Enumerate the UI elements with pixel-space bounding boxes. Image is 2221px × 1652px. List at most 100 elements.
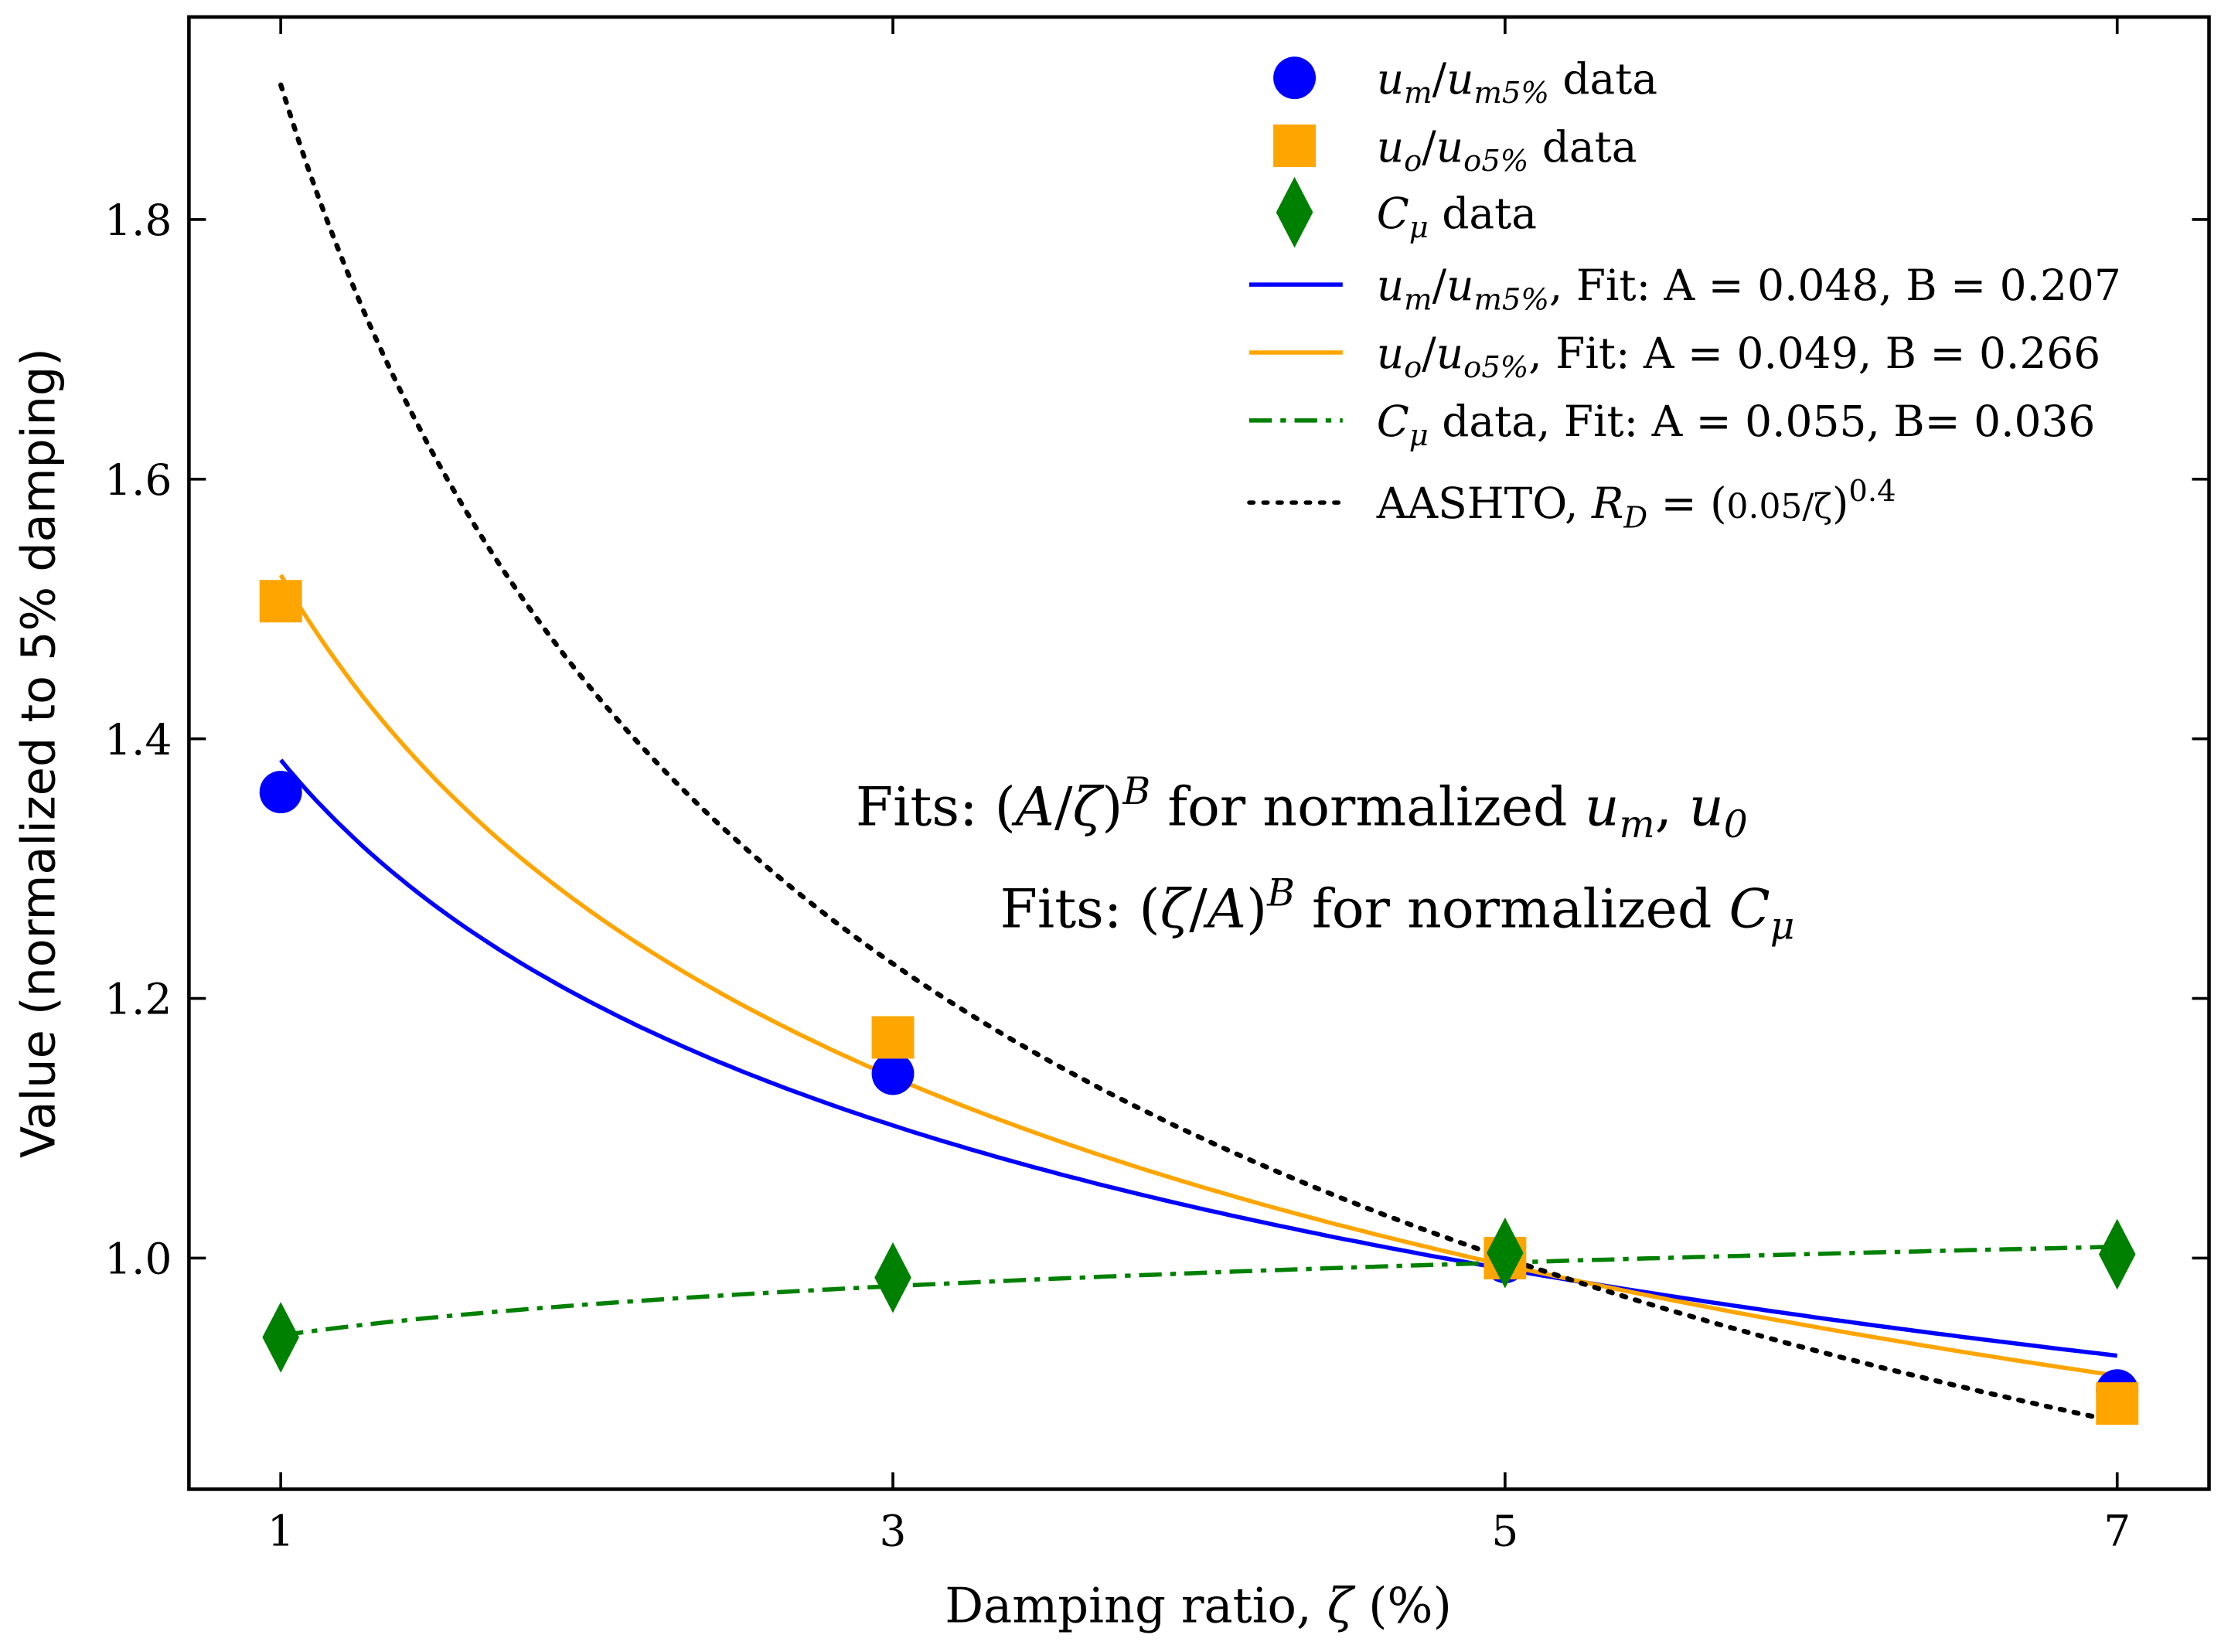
text-part: )	[1102, 776, 1122, 839]
text-part: A	[1011, 776, 1054, 839]
legend-entry: um​/um5%​ data	[1273, 54, 1657, 111]
text-part: B	[1122, 770, 1150, 813]
fit-annotation: Fits: (A/ζ)B​ for normalized um​, u0​	[856, 770, 1748, 846]
text-part: u	[1689, 776, 1724, 839]
x-tick-label: 1	[267, 1507, 295, 1556]
text-part: m	[1620, 803, 1655, 846]
data-point	[871, 1052, 915, 1095]
y-tick-label: 1.6	[104, 455, 172, 505]
text-part: m	[1404, 76, 1432, 111]
text-part: u	[1377, 329, 1404, 378]
text-part: Damping ratio,	[945, 1578, 1327, 1634]
text-part: Fits: (	[1000, 877, 1160, 940]
text-part: A	[1203, 877, 1246, 940]
data-point	[871, 1016, 915, 1059]
text-part: μ	[1409, 418, 1429, 453]
legend-entry: uo​/uo5%​ data	[1273, 122, 1637, 179]
text-part: u	[1585, 776, 1620, 839]
plot-marks	[259, 82, 2139, 1425]
text-part: o5%	[1463, 350, 1528, 385]
data-point	[874, 1242, 911, 1313]
fit-line	[278, 574, 2118, 1378]
fit-annotation: Fits: (ζ/A)B​ for normalized Cμ​	[1000, 872, 1795, 949]
fit-line	[279, 758, 2117, 1358]
legend-entry: Cμ​ data, Fit: A = 0.055, B= 0.036	[1248, 397, 2096, 453]
fit-line	[280, 1245, 2117, 1338]
text-part: C	[1377, 397, 1409, 446]
text-part: ,	[1655, 776, 1689, 839]
y-tick-label: 1.8	[104, 196, 172, 245]
text-part: ζ	[1072, 776, 1105, 839]
legend-entry: uo​/uo5%​, Fit: A = 0.049, B = 0.266	[1248, 329, 2100, 385]
text-part: /	[1432, 261, 1447, 310]
fraction-text: 0.05/ζ	[1727, 487, 1832, 526]
text-part: o	[1404, 350, 1422, 385]
data-point	[259, 580, 302, 623]
fit-line	[278, 82, 2120, 1425]
x-tick-label: 3	[880, 1507, 907, 1556]
text-part: u	[1446, 261, 1473, 310]
text-part: /	[1432, 54, 1447, 104]
legend-marker	[1276, 176, 1313, 248]
text-part: m	[1404, 282, 1432, 317]
data-point	[262, 1302, 299, 1373]
text-part: R	[1591, 479, 1623, 528]
text-part: D	[1623, 500, 1647, 535]
text-part: AASHTO,	[1376, 479, 1592, 528]
data-point	[2098, 1218, 2136, 1290]
data-point	[259, 771, 302, 814]
legend-label: um​/um5%​ data	[1377, 54, 1657, 111]
text-part: u	[1377, 261, 1404, 310]
legend-label: Cμ​ data, Fit: A = 0.055, B= 0.036	[1377, 397, 2096, 453]
legend-label: AASHTO, RD​ = (0.05/ζ)0.4​	[1376, 474, 1896, 535]
legend-label: um​/um5%​, Fit: A = 0.048, B = 0.207	[1377, 261, 2121, 317]
legend-label: Cμ​ data	[1377, 189, 1537, 245]
text-part: μ	[1770, 905, 1795, 949]
legend-entry: Cμ​ data	[1276, 176, 1537, 248]
text-part: μ	[1409, 210, 1429, 245]
legend-entry: AASHTO, RD​ = (0.05/ζ)0.4​	[1247, 474, 1896, 535]
text-part: data	[1528, 122, 1637, 172]
data-point	[2096, 1382, 2139, 1425]
text-part: /	[1189, 877, 1208, 940]
text-part: data	[1429, 189, 1537, 238]
text-part: B	[1266, 872, 1295, 915]
text-part: u	[1436, 122, 1463, 172]
text-part: ζ	[1327, 1578, 1356, 1634]
text-part: u	[1436, 329, 1463, 378]
axis-ticks: 1 3 5 7 1.0 1.2 1.4 1.6 1.8	[104, 16, 2209, 1556]
text-part: data	[1549, 54, 1657, 104]
text-part: for normalized	[1295, 877, 1729, 940]
legend-marker	[1273, 56, 1317, 100]
y-tick-label: 1.0	[104, 1235, 172, 1284]
x-tick-label: 7	[2103, 1507, 2131, 1556]
data-point	[1487, 1217, 1524, 1289]
text-part: m5%	[1473, 76, 1548, 111]
x-axis-label: Damping ratio, ζ (%)	[945, 1578, 1452, 1634]
text-part: /	[1422, 122, 1436, 172]
y-tick-label: 1.4	[104, 715, 172, 765]
text-part: u	[1377, 54, 1404, 104]
text-part: o	[1404, 144, 1422, 179]
annotations: Fits: (A/ζ)B​ for normalized um​, u0​Fit…	[856, 770, 1795, 949]
text-part: m5%	[1473, 282, 1548, 317]
legend: um​/um5%​ data uo​/uo5%​ data Cμ​ data um​/…	[1247, 54, 2121, 535]
text-part: 0	[1724, 803, 1748, 846]
text-part: u	[1446, 54, 1473, 104]
plot-frame	[187, 15, 2211, 1491]
legend-label: uo​/uo5%​ data	[1377, 122, 1637, 179]
text-part: for normalized	[1150, 776, 1585, 839]
text-part: )	[1832, 479, 1848, 528]
y-tick-label: 1.2	[104, 975, 172, 1024]
legend-entry: um​/um5%​, Fit: A = 0.048, B = 0.207	[1248, 261, 2121, 317]
text-part: Fits: (	[856, 776, 1016, 839]
text-part: )	[1246, 877, 1267, 940]
legend-label: uo​/uo5%​, Fit: A = 0.049, B = 0.266	[1377, 329, 2100, 385]
text-part: 0.4	[1848, 474, 1896, 509]
text-part: , Fit: A = 0.049, B = 0.266	[1528, 329, 2100, 378]
text-part: C	[1377, 189, 1409, 238]
text-part: , Fit: A = 0.048, B = 0.207	[1549, 261, 2121, 310]
text-part: = (	[1647, 479, 1726, 528]
text-part: o5%	[1463, 144, 1528, 179]
